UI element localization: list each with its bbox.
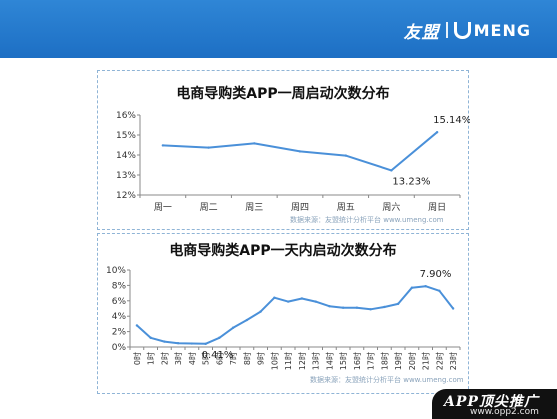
weekly-source-note: 数据来源：友盟统计分析平台 www.umeng.com: [290, 216, 444, 224]
x-tick-label: 22时: [434, 352, 444, 370]
data-point: [204, 342, 207, 346]
data-point: [163, 340, 166, 343]
x-tick-label: 周三: [245, 202, 263, 213]
x-tick-label: 周二: [200, 202, 218, 213]
data-point: [355, 306, 359, 309]
x-tick-label: 13时: [311, 352, 321, 370]
y-tick-label: 10%: [106, 266, 126, 276]
x-tick-label: 21时: [421, 352, 431, 370]
data-point: [259, 310, 262, 313]
brand-name-en: MENG: [473, 20, 531, 40]
data-label: 15.14%: [433, 115, 470, 126]
data-point: [231, 326, 235, 329]
data-label: 0.41%: [202, 350, 234, 361]
brand-divider: [445, 22, 448, 38]
y-tick-label: 16%: [116, 111, 136, 121]
data-point: [314, 300, 317, 303]
x-tick-label: 11时: [283, 352, 293, 370]
data-point: [190, 342, 194, 345]
x-tick-label: 8时: [242, 352, 252, 365]
y-tick-label: 0%: [112, 343, 127, 353]
data-point: [286, 300, 290, 303]
x-tick-label: 18时: [379, 352, 389, 370]
y-tick-label: 8%: [112, 281, 127, 291]
data-point: [435, 131, 439, 134]
data-point: [390, 169, 393, 172]
x-tick-label: 周日: [428, 202, 446, 213]
brand-name-cn: 友盟: [403, 22, 440, 43]
data-point: [300, 297, 304, 300]
weekly-chart-title: 电商导购类APP一周启动次数分布: [176, 86, 390, 102]
data-point: [149, 336, 152, 339]
hourly-chart-title: 电商导购类APP一天内启动次数分布: [169, 243, 397, 259]
x-tick-label: 周四: [291, 202, 309, 213]
x-tick-label: 周一: [154, 202, 172, 213]
y-tick-label: 4%: [112, 312, 127, 322]
umeng-u-icon: [453, 21, 471, 39]
x-tick-label: 3时: [173, 352, 183, 365]
data-point: [176, 341, 180, 345]
watermark-text: APP顶尖推广: [444, 394, 539, 410]
y-tick-label: 13%: [116, 171, 136, 181]
x-tick-label: 14时: [324, 352, 334, 370]
y-tick-label: 12%: [116, 191, 136, 201]
y-tick-label: 15%: [116, 131, 136, 141]
y-tick-label: 14%: [116, 151, 136, 161]
x-tick-label: 15时: [338, 352, 348, 370]
data-point: [438, 289, 441, 292]
data-point: [344, 154, 347, 157]
data-point: [383, 305, 386, 309]
watermark-url: www.opp2.com: [470, 407, 539, 417]
data-point: [245, 318, 249, 322]
x-tick-label: 周五: [337, 202, 355, 213]
x-tick-label: 16时: [352, 352, 362, 370]
data-point: [135, 324, 139, 327]
data-point: [218, 336, 221, 339]
x-tick-label: 1时: [146, 352, 156, 365]
hourly-chart: 0% 2% 4% 6% 8% 10% 0时 1时 2时 3时 4时 5时 6时 7时 8时 9时 10时 11时 1…: [106, 266, 461, 370]
data-point: [253, 142, 256, 145]
data-point: [273, 296, 276, 299]
x-tick-label: 6时: [214, 352, 224, 365]
x-tick-label: 周六: [382, 201, 400, 213]
hourly-source-note: 数据来源：友盟统计分析平台 www.umeng.com: [310, 376, 464, 384]
hourly-chart-panel: 电商导购类APP一天内启动次数分布 0% 2% 4% 6% 8% 10% 0时 1时 2时 3时 4…: [97, 233, 469, 394]
x-tick-label: 7时: [228, 352, 238, 365]
data-point: [424, 284, 427, 288]
data-point: [369, 308, 372, 311]
x-tick-label: 2时: [159, 352, 169, 365]
x-tick-label: 0时: [132, 352, 142, 365]
data-point: [341, 306, 345, 309]
data-point: [410, 286, 414, 289]
data-label: 13.23%: [392, 176, 430, 187]
series-line: [136, 285, 454, 345]
data-point: [396, 302, 400, 306]
umeng-logo: 友盟 MENG: [403, 18, 531, 43]
data-label: 7.90%: [420, 269, 452, 280]
x-tick-label: 20时: [407, 352, 417, 370]
x-tick-label: 4时: [187, 352, 197, 365]
x-tick-label: 10时: [269, 352, 279, 370]
weekly-chart-panel: 电商导购类APP一周启动次数分布 12% 13% 14% 15% 16% 周一 周二 周三 周四…: [97, 70, 470, 230]
data-point: [328, 304, 331, 308]
data-point: [207, 146, 210, 149]
x-tick-label: 17时: [366, 352, 376, 370]
x-tick-label: 5时: [201, 352, 211, 365]
x-tick-label: 19时: [393, 352, 403, 370]
x-tick-label: 23时: [448, 352, 458, 370]
x-tick-label: 9时: [256, 352, 266, 365]
data-point: [451, 307, 455, 310]
y-tick-label: 6%: [112, 297, 127, 307]
y-tick-label: 2%: [112, 328, 127, 338]
data-point: [298, 150, 302, 153]
watermark-badge: APP顶尖推广 www.opp2.com: [432, 389, 557, 419]
x-tick-label: 12时: [297, 352, 307, 370]
weekly-chart: 12% 13% 14% 15% 16% 周一 周二 周三 周四 周五 周六 周日 13.23% 15.14…: [116, 111, 470, 213]
data-point: [161, 144, 165, 147]
header-bar: 友盟 MENG: [0, 0, 557, 58]
